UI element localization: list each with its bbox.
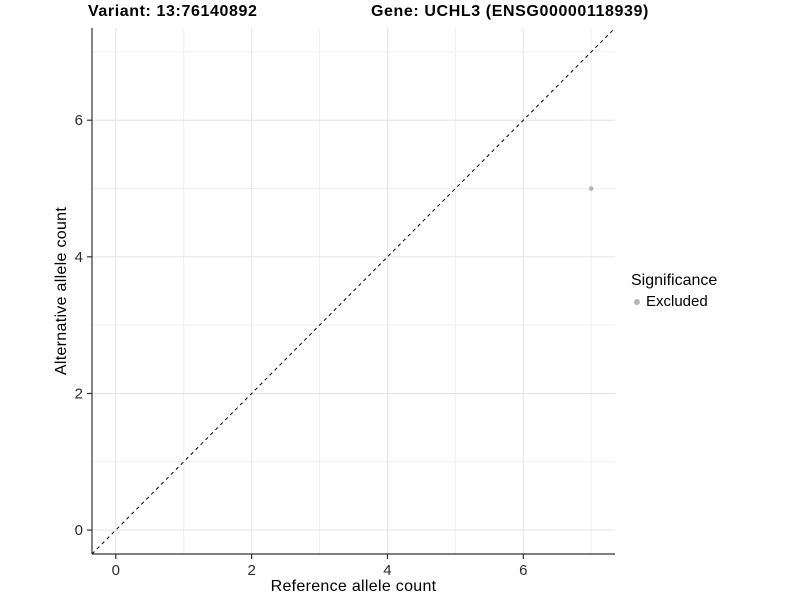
y-tick-label: 6 — [75, 112, 83, 129]
x-tick-label: 6 — [519, 562, 527, 579]
x-tick-label: 0 — [112, 562, 120, 579]
plot-title-variant: Variant: 13:76140892 — [88, 3, 258, 20]
excluded-point-icon — [634, 298, 640, 305]
legend: Significance Excluded — [631, 272, 717, 310]
data-point — [588, 186, 594, 191]
legend-entry-label: Excluded — [646, 293, 708, 310]
y-tick-label: 2 — [75, 385, 83, 402]
y-tick-label: 4 — [75, 249, 83, 266]
x-axis-label: Reference allele count — [270, 578, 437, 595]
plot-title-gene: Gene: UCHL3 (ENSG00000118939) — [371, 3, 649, 20]
legend-title: Significance — [631, 272, 718, 289]
legend-entry-excluded: Excluded — [631, 293, 717, 310]
identity-line — [91, 27, 616, 555]
x-tick-label: 2 — [247, 562, 255, 579]
y-tick-label: 0 — [75, 522, 83, 539]
y-axis-label: Alternative allele count — [53, 206, 70, 376]
x-tick-label: 4 — [383, 562, 391, 579]
